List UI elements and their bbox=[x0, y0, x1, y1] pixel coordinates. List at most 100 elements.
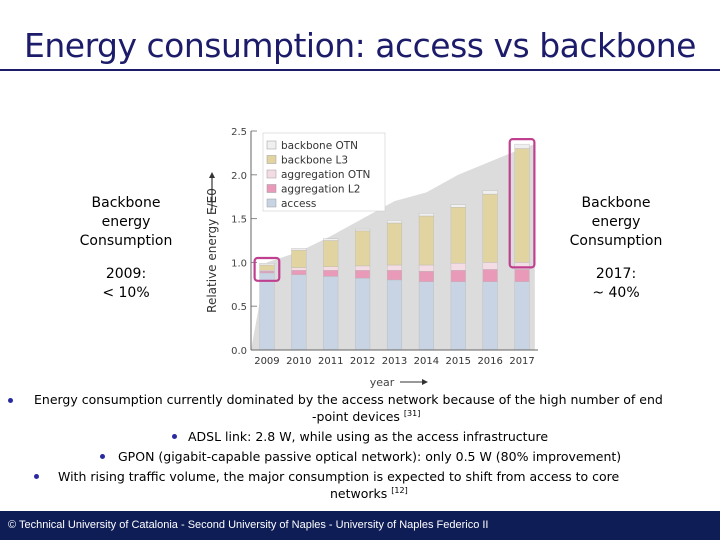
bullet-4-ref: [12] bbox=[391, 486, 408, 495]
x-tick-label: 2016 bbox=[477, 356, 502, 367]
bar-2010-aggregation-otn bbox=[291, 267, 307, 271]
chart-svg: 0.0 0.5 1.0 1.5 2.0 2.5 2009 2010 2011 2012 2013 20… bbox=[205, 127, 538, 389]
bar-2011-backbone-l3 bbox=[323, 240, 339, 267]
bullet-dot-2 bbox=[172, 434, 177, 439]
bar-2016-backbone-l3 bbox=[482, 193, 498, 263]
highlight-box-2009 bbox=[253, 256, 281, 282]
bullet-4-text: networks bbox=[330, 486, 388, 502]
bar-2009-backbone-otn bbox=[259, 263, 275, 266]
bar-2010-aggregation-l2 bbox=[291, 270, 307, 275]
left-note-line3: Consumption bbox=[79, 233, 173, 249]
left-note: Backbone energy Consumption 2009: < 10% bbox=[66, 194, 186, 303]
legend-swatch-backbone-otn bbox=[266, 140, 277, 150]
bar-2014-backbone-l3 bbox=[418, 215, 434, 266]
y-tick-label: 1.5 bbox=[231, 215, 247, 226]
legend-box bbox=[262, 132, 386, 212]
bar-2013-aggregation-l2 bbox=[386, 270, 403, 281]
legend-label-aggregation-l2: aggregation L2 bbox=[281, 184, 360, 196]
left-note-line4: 2009: bbox=[105, 266, 147, 282]
bar-2017-backbone-l3 bbox=[514, 148, 530, 263]
bar-2015-access bbox=[450, 281, 466, 351]
bullet-3: GPON (gigabit-capable passive optical ne… bbox=[118, 449, 622, 464]
bullet-4-line2: networks [12] bbox=[330, 486, 408, 501]
bar-2016-aggregation-l2 bbox=[482, 269, 498, 282]
x-tick-label: 2009 bbox=[254, 356, 279, 367]
bar-2009-access bbox=[259, 272, 275, 351]
bar-2009-aggregation-l2 bbox=[259, 270, 275, 274]
bullet-1-line2: -point devices [31] bbox=[312, 409, 420, 424]
bullet-dot-4 bbox=[34, 474, 39, 479]
bar-2013-aggregation-otn bbox=[386, 264, 403, 271]
bullet-2: ADSL link: 2.8 W, while using as the acc… bbox=[188, 429, 549, 444]
bullet-dot-1 bbox=[8, 398, 13, 403]
bar-2015-aggregation-otn bbox=[450, 263, 466, 271]
bullet-1-ref: [31] bbox=[403, 409, 421, 418]
bar-2015-aggregation-l2 bbox=[450, 270, 466, 282]
left-note-line5: < 10% bbox=[102, 285, 150, 301]
right-note-line5: ~ 40% bbox=[592, 285, 640, 301]
y-tick-label: 0.5 bbox=[231, 302, 247, 313]
bar-2013-backbone-otn bbox=[386, 220, 403, 224]
energy-chart: 0.0 0.5 1.0 1.5 2.0 2.5 2009 2010 2011 2012 2013 20… bbox=[200, 118, 540, 390]
legend-label-backbone-otn: backbone OTN bbox=[281, 140, 358, 152]
bar-2016-backbone-otn bbox=[482, 190, 498, 195]
x-tick-label: 2015 bbox=[446, 356, 471, 367]
footer-text: © Technical University of Catalonia - Se… bbox=[8, 519, 489, 531]
bullet-4-line1: With rising traffic volume, the major co… bbox=[58, 469, 620, 484]
bar-2017-backbone-otn bbox=[514, 143, 530, 149]
legend-label-aggregation-otn: aggregation OTN bbox=[281, 169, 370, 181]
y-axis-arrowhead bbox=[209, 172, 215, 178]
bar-2012-backbone-l3 bbox=[355, 230, 371, 267]
legend-swatch-backbone-l3 bbox=[266, 155, 277, 164]
x-tick-label: 2012 bbox=[350, 356, 375, 367]
bar-2012-access bbox=[355, 277, 371, 351]
bar-2015-backbone-l3 bbox=[450, 207, 466, 264]
right-note: Backbone energy Consumption 2017: ~ 40% bbox=[556, 194, 676, 303]
bar-2011-access bbox=[323, 276, 339, 351]
right-note-line2: energy bbox=[591, 214, 641, 230]
bar-2011-aggregation-l2 bbox=[323, 270, 339, 277]
right-note-line3: Consumption bbox=[569, 233, 663, 249]
bar-2014-backbone-otn bbox=[418, 213, 434, 217]
bar-2009-backbone-l3 bbox=[259, 264, 275, 271]
bar-2017-aggregation-l2 bbox=[514, 269, 530, 282]
x-tick-label: 2010 bbox=[286, 356, 311, 367]
bar-2015-backbone-otn bbox=[450, 204, 466, 208]
bar-2010-backbone-otn bbox=[291, 248, 307, 251]
footer-bar: © Technical University of Catalonia - Se… bbox=[0, 511, 720, 540]
left-note-line1: Backbone bbox=[91, 195, 161, 211]
bar-2013-access bbox=[386, 279, 403, 351]
right-note-line4: 2017: bbox=[595, 266, 637, 282]
legend-swatch-aggregation-otn bbox=[266, 169, 277, 179]
bar-2016-aggregation-otn bbox=[482, 262, 498, 270]
slide-title: Energy consumption: access vs backbone bbox=[24, 26, 696, 65]
left-note-line2: energy bbox=[101, 214, 151, 230]
y-tick-label: 1.0 bbox=[231, 258, 247, 269]
x-tick-label: 2011 bbox=[318, 356, 343, 367]
bullet-1-text: -point devices bbox=[312, 409, 400, 425]
y-tick-label: 2.5 bbox=[231, 127, 247, 138]
bullet-1-line1: Energy consumption currently dominated b… bbox=[34, 392, 663, 407]
bar-2017-access bbox=[514, 281, 530, 351]
legend-swatch-access bbox=[266, 198, 277, 208]
legend-swatch-aggregation-l2 bbox=[266, 184, 277, 193]
y-tick-label: 2.0 bbox=[231, 171, 247, 182]
bullet-dot-3 bbox=[100, 454, 105, 459]
bar-2014-access bbox=[418, 281, 434, 351]
x-axis-label: year bbox=[370, 376, 395, 389]
x-axis-arrowhead bbox=[422, 379, 428, 385]
bar-2010-backbone-l3 bbox=[291, 249, 307, 268]
bar-2012-aggregation-otn bbox=[355, 265, 371, 271]
bar-2014-aggregation-otn bbox=[418, 264, 434, 272]
bar-2011-aggregation-otn bbox=[323, 266, 339, 271]
legend-label-access: access bbox=[281, 198, 316, 210]
bar-2010-access bbox=[291, 274, 307, 351]
title-underline bbox=[0, 69, 720, 71]
right-note-line1: Backbone bbox=[581, 195, 651, 211]
y-tick-label: 0.0 bbox=[231, 346, 247, 357]
y-axis-label: Relative energy E/E0 bbox=[205, 188, 219, 313]
highlight-box-2017 bbox=[508, 138, 536, 269]
legend-label-backbone-l3: backbone L3 bbox=[281, 155, 348, 167]
x-tick-label: 2014 bbox=[414, 356, 439, 367]
bar-2012-aggregation-l2 bbox=[355, 270, 371, 279]
